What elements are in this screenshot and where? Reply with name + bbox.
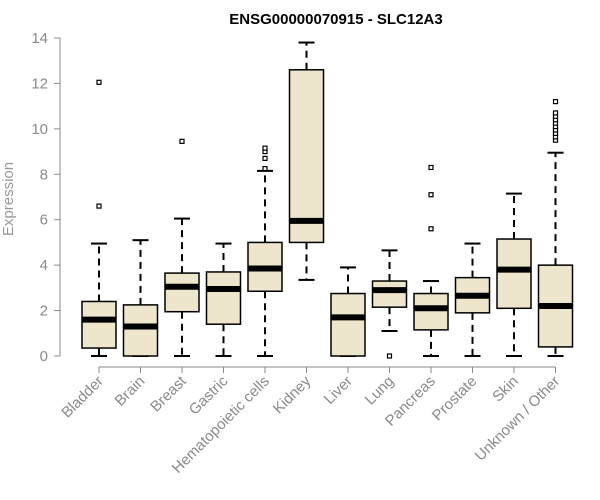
- outlier-point: [552, 110, 559, 116]
- box-iqr: [164, 272, 200, 313]
- outlier-point: [262, 145, 268, 151]
- outlier-point: [262, 166, 268, 172]
- box-gastric: [205, 242, 242, 357]
- box-skin: [496, 192, 532, 357]
- x-tick-label: Liver: [321, 373, 356, 408]
- box-bladder: [81, 79, 117, 357]
- box-iqr: [413, 292, 449, 331]
- outlier-point: [428, 164, 434, 171]
- box-liver: [330, 266, 366, 357]
- outlier-point: [386, 353, 393, 359]
- outlier-point: [428, 192, 434, 198]
- box-pancreas: [413, 164, 449, 357]
- outlier-point: [262, 155, 268, 161]
- boxes-group: [81, 41, 574, 359]
- y-tick-label: 12: [31, 75, 48, 92]
- box-iqr: [205, 271, 242, 325]
- x-tick-label: Bladder: [58, 373, 107, 422]
- outlier-point: [552, 98, 559, 105]
- box-iqr: [288, 69, 325, 244]
- y-tick-label: 14: [31, 30, 48, 47]
- y-axis-label: Expression: [0, 162, 17, 236]
- chart-title: ENSG00000070915 - SLC12A3: [229, 11, 442, 28]
- x-tick-label: Brain: [112, 373, 149, 410]
- box-brain: [122, 239, 159, 357]
- box-unknown-other: [537, 98, 574, 357]
- x-tick-label: Breast: [147, 372, 190, 415]
- x-tick-label: Skin: [489, 373, 522, 406]
- x-tick-label: Kidney: [270, 372, 315, 417]
- box-kidney: [288, 41, 325, 281]
- y-tick-label: 0: [40, 348, 48, 365]
- y-axis: 0 2 4 6 8 10 12 14: [31, 30, 61, 365]
- box-hematopoietic-cells: [247, 145, 283, 357]
- box-lung: [371, 249, 408, 359]
- y-tick-label: 8: [40, 166, 48, 183]
- box-iqr: [81, 300, 117, 349]
- outlier-point: [179, 138, 185, 144]
- outlier-point: [96, 203, 102, 209]
- outlier-point: [428, 226, 434, 232]
- box-iqr: [330, 292, 366, 357]
- y-tick-label: 6: [40, 212, 48, 229]
- outlier-point: [96, 79, 102, 85]
- box-prostate: [454, 242, 491, 357]
- x-tick-label: Lung: [362, 373, 398, 409]
- box-iqr: [122, 304, 159, 357]
- box-iqr: [371, 280, 408, 308]
- box-iqr: [496, 238, 532, 310]
- y-tick-label: 4: [40, 257, 48, 274]
- box-breast: [164, 138, 200, 357]
- x-tick-label: Prostate: [429, 373, 481, 425]
- y-tick-label: 2: [40, 303, 48, 320]
- y-tick-label: 10: [31, 121, 48, 138]
